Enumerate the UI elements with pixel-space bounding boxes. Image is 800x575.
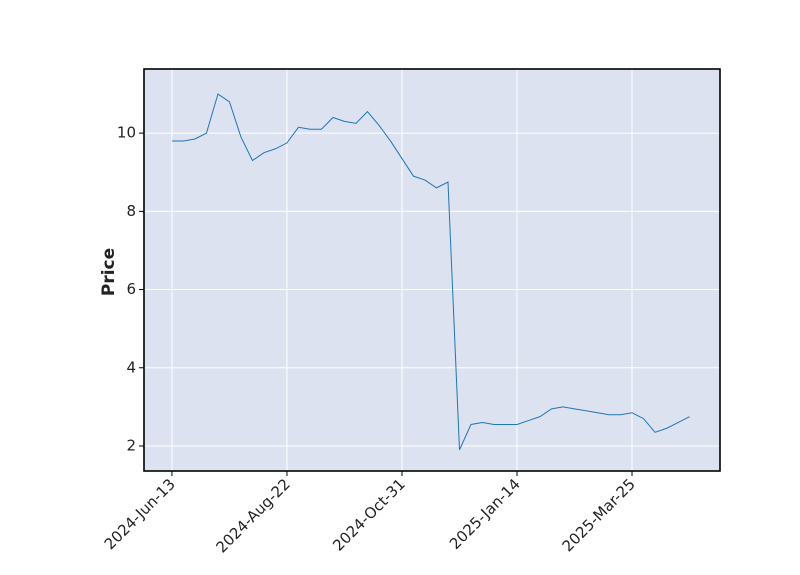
x-tick-label: 2025-Jan-14	[446, 475, 524, 553]
plot-area	[144, 69, 720, 471]
x-tick-label: 2025-Mar-25	[559, 475, 639, 555]
x-tick-label: 2024-Jun-13	[101, 475, 179, 553]
y-tick-label: 6	[126, 280, 136, 298]
x-tick-label: 2024-Aug-22	[212, 475, 293, 556]
y-tick-label: 4	[126, 358, 136, 376]
y-tick-label: 10	[117, 124, 136, 142]
y-tick-label: 2	[126, 436, 136, 454]
plot-frame	[143, 68, 721, 472]
x-tick-label: 2024-Oct-31	[329, 475, 409, 555]
y-axis-label: Price	[99, 248, 119, 296]
y-tick-label: 8	[126, 202, 136, 220]
price-line	[171, 93, 690, 451]
